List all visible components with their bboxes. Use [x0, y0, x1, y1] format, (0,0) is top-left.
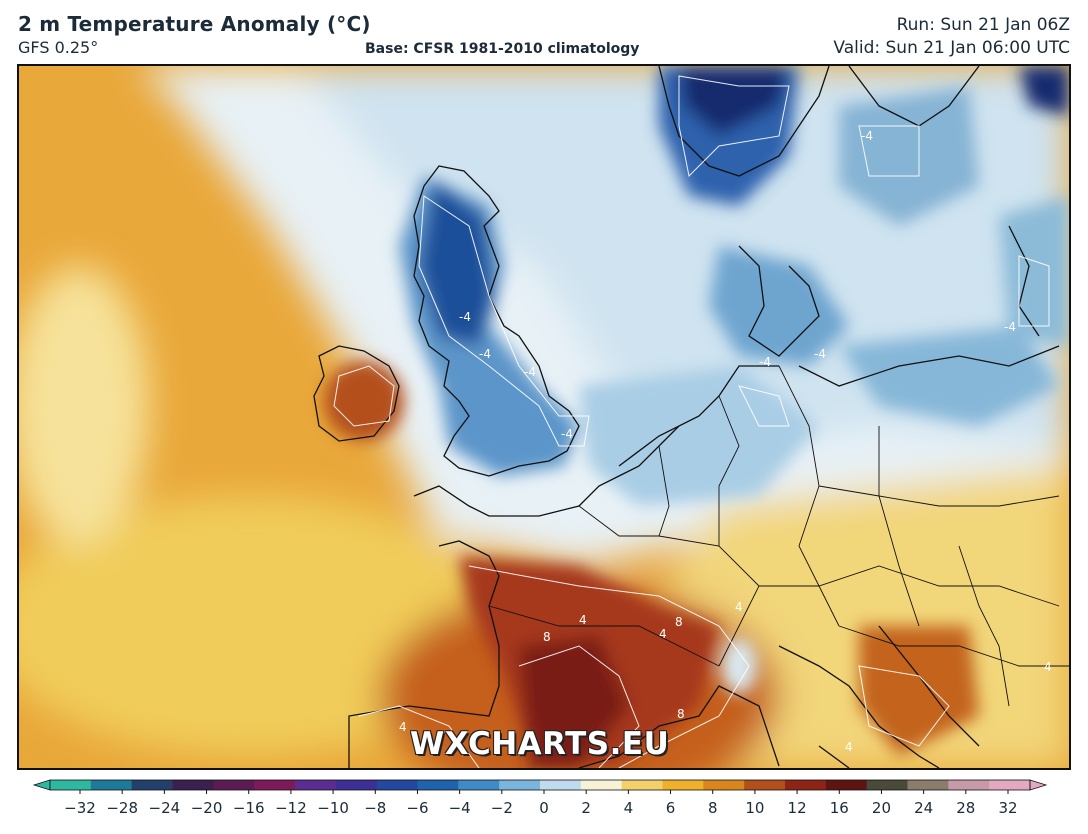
colorbar-tick-label: 28 [956, 799, 975, 817]
contour-label: -4 [459, 310, 471, 324]
colorbar-tick-label: 16 [830, 799, 849, 817]
colorbar-frame [49, 779, 1031, 791]
colorbar-tick-label: 24 [914, 799, 933, 817]
colorbar-swatch [90, 780, 133, 790]
contour-label: -4 [479, 347, 491, 361]
contour-label: 4 [845, 740, 853, 754]
chart-title: 2 m Temperature Anomaly (°C) [18, 12, 371, 36]
colorbar-swatch [295, 780, 337, 790]
colorbar-tick-label: 8 [708, 799, 718, 817]
colorbar-tick-label: −2 [491, 799, 513, 817]
colorbar-tick-label: 4 [624, 799, 634, 817]
colorbar-swatch [417, 780, 459, 790]
colorbar-swatch [540, 780, 582, 790]
contour-label: 8 [543, 630, 551, 644]
colorbar-tick-label: 10 [745, 799, 764, 817]
colorbar-swatch [907, 780, 949, 790]
colorbar-swatch [866, 780, 908, 790]
colorbar-swatch [172, 780, 214, 790]
colorbar-swatch [785, 780, 827, 790]
contour-label: 8 [677, 707, 685, 721]
colorbar-tick-label: 0 [539, 799, 549, 817]
colorbar-swatch [662, 780, 704, 790]
contour-labels: -4 -4 -4 -4 -4 -4 -4 -4 4 4 4 4 4 4 8 8 … [399, 129, 1052, 754]
colorbar-tick-label: −6 [406, 799, 428, 817]
colorbar-swatch [335, 780, 378, 790]
colorbar-swatch [948, 780, 990, 790]
colorbar-swatch [989, 780, 1031, 790]
climatology-base: Base: CFSR 1981-2010 climatology [365, 41, 640, 57]
colorbar-tick-label: −20 [191, 799, 223, 817]
colorbar-tick-label: −12 [275, 799, 307, 817]
contour-label: -4 [561, 427, 573, 441]
colorbar-swatch [131, 780, 173, 790]
colorbar-tick-label: 6 [666, 799, 676, 817]
colorbar-swatch [376, 780, 418, 790]
model-label: GFS 0.25° [18, 38, 99, 57]
colorbar-tick-label: −4 [449, 799, 471, 817]
colorbar-tick-label: −8 [364, 799, 386, 817]
anomaly-contours [333, 75, 1050, 768]
colorbar-max-arrow [1029, 779, 1048, 791]
colorbar-swatch [254, 780, 296, 790]
contour-label: -4 [759, 355, 771, 369]
valid-time: Valid: Sun 21 Jan 06:00 UTC [833, 38, 1070, 58]
country-borders [488, 365, 1069, 707]
colorbar-swatch [50, 780, 92, 790]
contour-label: 4 [659, 627, 667, 641]
colorbar-tick-label: 32 [998, 799, 1017, 817]
temperature-anomaly-map: -4 -4 -4 -4 -4 -4 -4 -4 4 4 4 4 4 4 8 8 … [17, 64, 1071, 770]
contour-label: 4 [735, 600, 743, 614]
colorbar-swatch [703, 780, 745, 790]
colorbar-tick-label: −16 [233, 799, 265, 817]
colorbar-tick-label: 2 [581, 799, 591, 817]
wxcharts-watermark: WXCHARTS.EU [410, 726, 670, 762]
colorbar-tick-label: −24 [149, 799, 181, 817]
colorbar-swatch [499, 780, 541, 790]
colorbar-swatch [621, 780, 663, 790]
run-time: Run: Sun 21 Jan 06Z [896, 15, 1070, 35]
coastlines [313, 66, 1060, 768]
contour-label: -4 [814, 347, 826, 361]
contour-label: 8 [675, 615, 683, 629]
colorbar-tick-label: −10 [317, 799, 349, 817]
contour-label: -4 [861, 129, 873, 143]
colorbar-swatch [744, 780, 786, 790]
colorbar-swatch [458, 780, 500, 790]
colorbar-swatch [580, 780, 623, 790]
contour-label: -4 [524, 365, 536, 379]
colorbar-swatch [213, 780, 255, 790]
colorbar-tick-label: 12 [788, 799, 807, 817]
contour-label: 4 [399, 720, 407, 734]
ireland-warm-anomaly [324, 361, 404, 441]
colorbar-min-arrow [32, 779, 51, 791]
contour-label: 4 [1044, 660, 1052, 674]
colorbar: −32 −28 −24 −20 −16 −12 −10 −8 −6 −4 −2 0 2 4 6 8 10 12 16… [32, 779, 1048, 817]
colorbar-tick-label: −32 [64, 799, 96, 817]
contour-label: -4 [1004, 320, 1016, 334]
colorbar-tick-label: −28 [106, 799, 138, 817]
colorbar-tick-label: 20 [872, 799, 891, 817]
colorbar-swatch [825, 780, 868, 790]
contour-label: 4 [579, 613, 587, 627]
